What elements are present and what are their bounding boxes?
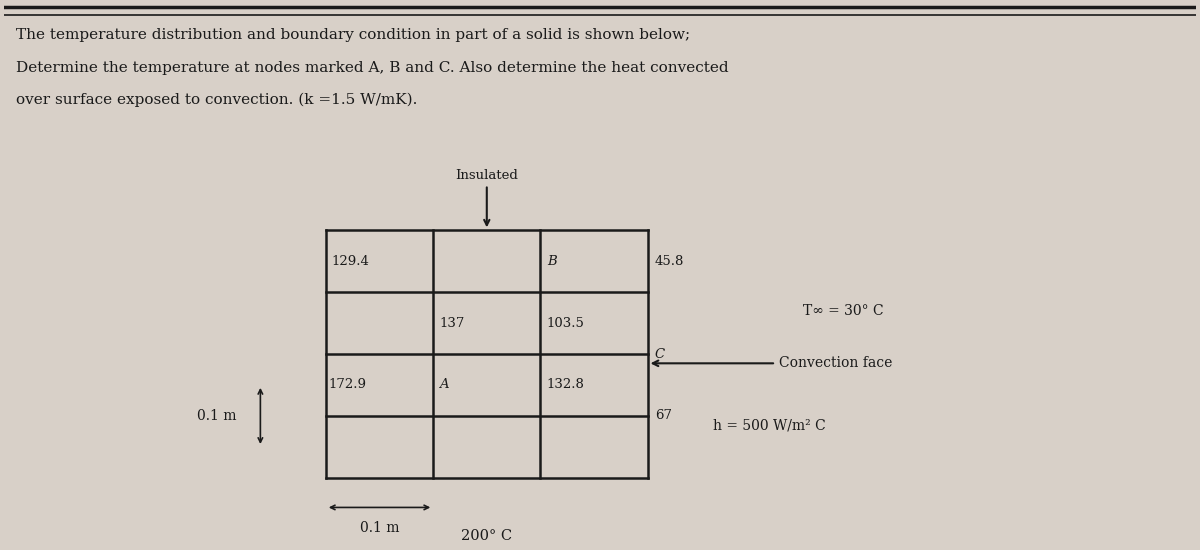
Text: Insulated: Insulated [455,169,518,225]
Text: 132.8: 132.8 [546,378,584,392]
Text: Convection face: Convection face [653,356,892,370]
Text: 200° C: 200° C [461,529,512,543]
Text: 137: 137 [439,317,464,329]
Text: over surface exposed to convection. (k =1.5 W/mK).: over surface exposed to convection. (k =… [16,93,418,107]
Text: 45.8: 45.8 [655,255,684,268]
Text: The temperature distribution and boundary condition in part of a solid is shown : The temperature distribution and boundar… [16,29,690,42]
Text: 129.4: 129.4 [332,255,370,268]
Text: h = 500 W/m² C: h = 500 W/m² C [713,418,826,432]
Text: A: A [439,378,449,392]
Text: 0.1 m: 0.1 m [360,521,400,535]
Text: B: B [547,255,557,268]
Text: C: C [655,348,665,361]
Text: 0.1 m: 0.1 m [197,409,236,423]
Text: T∞ = 30° C: T∞ = 30° C [803,304,883,318]
Text: 172.9: 172.9 [329,378,366,392]
Text: 67: 67 [655,409,672,422]
Text: 103.5: 103.5 [546,317,584,329]
Text: Determine the temperature at nodes marked A, B and C. Also determine the heat co: Determine the temperature at nodes marke… [16,60,728,75]
